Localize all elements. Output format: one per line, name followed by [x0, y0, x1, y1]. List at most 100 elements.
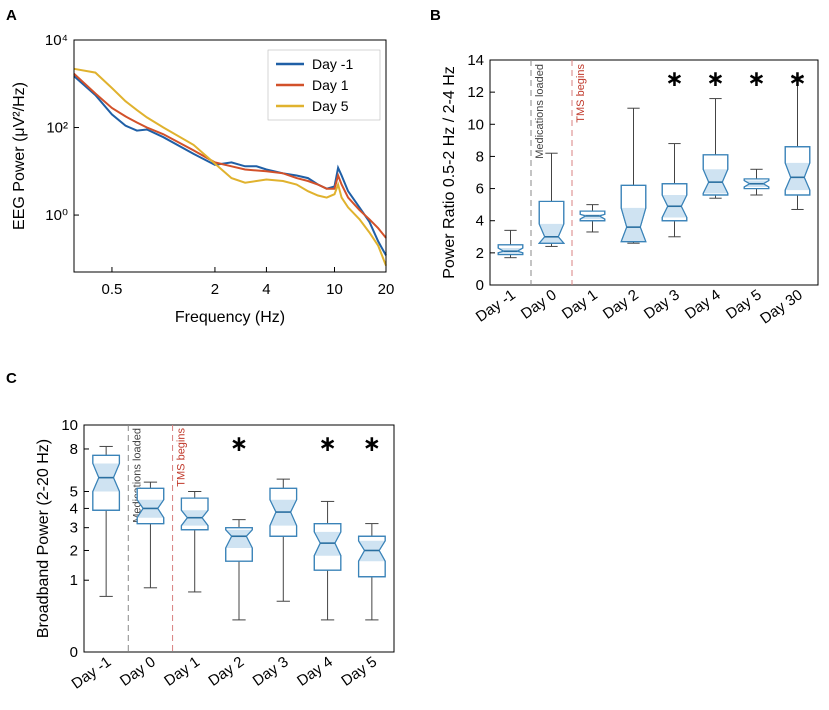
x-tick-label: Day 4 [294, 653, 336, 689]
box-outline [661, 183, 688, 222]
box-2 [579, 204, 606, 233]
box-outline [497, 244, 524, 256]
box-outline [313, 522, 342, 571]
significance-star: ∗ [363, 432, 381, 457]
x-tick-label: Day 5 [338, 653, 380, 689]
box-outline [92, 454, 121, 511]
y-tick-label: 1 [70, 572, 78, 589]
x-tick-label: 20 [378, 281, 395, 298]
panel-letter-c: C [6, 370, 17, 387]
y-tick-label: 6 [476, 181, 484, 198]
x-tick-label: Day 3 [641, 286, 683, 322]
legend-entry-0: Day -1 [312, 56, 353, 72]
legend: Day -1 Day 1 Day 5 [267, 49, 381, 121]
notch-fill [621, 207, 646, 242]
y-axis-label: Broadband Power (2-20 Hz) [35, 439, 52, 638]
significance-star: ∗ [230, 432, 248, 457]
box-1 [537, 152, 566, 247]
y-tick-label: 2 [476, 245, 484, 262]
box-4: ∗ [661, 67, 688, 238]
box-7: ∗ [784, 67, 811, 210]
box-5: ∗ [313, 432, 342, 621]
notch-fill [225, 529, 253, 548]
x-tick-label: 0.5 [102, 281, 123, 298]
x-axis-label: Frequency (Hz) [175, 309, 285, 326]
box-outline [180, 497, 209, 531]
y-tick-label: 4 [476, 213, 484, 230]
panel-a-line-chart: 0.5 2 4 10 20 10⁰ 10² 10⁴ Frequency (Hz) EEG Powe… [11, 32, 394, 326]
x-tick-label: Day 2 [205, 653, 247, 689]
significance-star: ∗ [747, 67, 765, 92]
significance-star: ∗ [665, 67, 683, 92]
box-1 [136, 481, 165, 589]
x-tick-label: 2 [211, 281, 219, 298]
x-tick-label: 4 [262, 281, 270, 298]
box-3 [620, 107, 647, 244]
box-outline [537, 200, 566, 244]
x-tick-label: Day 0 [518, 286, 560, 322]
box-outline [136, 487, 165, 525]
y-tick-label: 3 [70, 520, 78, 537]
series-line-2 [73, 67, 387, 266]
series-line-1 [73, 72, 387, 239]
x-tick-label: Day 4 [682, 286, 724, 322]
box-4 [269, 478, 298, 602]
box-0 [497, 229, 524, 259]
y-tick-label: 2 [70, 542, 78, 559]
x-tick-label: Day 1 [161, 653, 203, 689]
plot-frame [73, 39, 387, 273]
annotation-1: TMS begins [176, 428, 188, 487]
x-tick-label: Day 1 [559, 286, 601, 322]
significance-star: ∗ [788, 67, 806, 92]
y-tick-label: 10 [61, 417, 78, 434]
y-tick-label: 4 [70, 500, 78, 517]
y-tick-label: 10⁴ [45, 32, 68, 49]
box-5: ∗ [702, 67, 729, 199]
box-outline [579, 210, 606, 222]
significance-star: ∗ [318, 432, 336, 457]
panel-letter-a: A [6, 7, 17, 24]
box-outline [620, 184, 647, 243]
plot-frame [489, 59, 819, 286]
legend-entry-2: Day 5 [312, 98, 349, 114]
box-outline [225, 527, 253, 562]
box-6: ∗ [357, 432, 386, 621]
y-tick-label: 12 [467, 84, 484, 101]
box-6: ∗ [743, 67, 770, 196]
plot-frame [83, 424, 395, 653]
y-axis-label: EEG Power (μV²/Hz) [11, 82, 28, 230]
box-2 [180, 490, 209, 593]
legend-entry-1: Day 1 [312, 77, 349, 93]
y-tick-label: 10² [46, 120, 68, 137]
panel-b-box-chart: 0 2 4 6 8 10 12 14 Power Ratio 0.5-2 Hz / 2-4 Hz… [441, 52, 819, 328]
y-axis-label: Power Ratio 0.5-2 Hz / 2-4 Hz [441, 66, 458, 279]
box-0 [92, 445, 121, 597]
y-tick-label: 5 [70, 483, 78, 500]
annotation-0: Medications loaded [534, 64, 546, 159]
panel-letter-b: B [430, 7, 441, 24]
notch-fill [703, 169, 728, 194]
y-tick-label: 14 [467, 52, 484, 69]
significance-star: ∗ [706, 67, 724, 92]
x-tick-label: Day 0 [117, 653, 159, 689]
y-tick-label: 8 [70, 441, 78, 458]
box-outline [702, 154, 729, 196]
notch-fill [539, 223, 564, 244]
box-outline [269, 487, 298, 537]
box-outline [743, 178, 770, 190]
y-tick-label: 10 [467, 116, 484, 133]
x-tick-label: Day 2 [600, 286, 642, 322]
annotation-0: Medications loaded [131, 428, 143, 523]
y-tick-label: 0 [70, 644, 78, 661]
y-tick-label: 10⁰ [45, 207, 68, 224]
box-3: ∗ [225, 432, 253, 621]
x-tick-label: Day 3 [250, 653, 292, 689]
notch-fill [785, 162, 810, 191]
y-tick-label: 0 [476, 277, 484, 294]
x-tick-label: 10 [326, 281, 343, 298]
annotation-1: TMS begins [575, 64, 587, 123]
panel-c-box-chart: 0 1 2 3 45 8 10 Broadband Power (2-20 Hz) Medica… [35, 417, 395, 693]
box-outline [784, 146, 811, 196]
box-outline [357, 535, 386, 578]
